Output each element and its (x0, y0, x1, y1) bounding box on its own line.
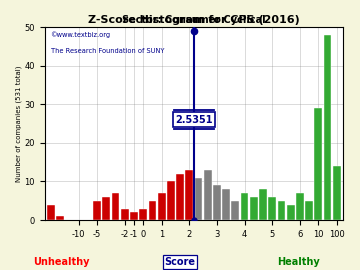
Bar (213, 185, 221, 220)
Bar (103, 197, 110, 220)
Text: ©www.textbiz.org: ©www.textbiz.org (51, 31, 111, 38)
Bar (194, 178, 202, 220)
Bar (268, 197, 276, 220)
Text: The Research Foundation of SUNY: The Research Foundation of SUNY (51, 48, 164, 54)
Bar (287, 205, 294, 220)
Bar (259, 189, 267, 220)
Y-axis label: Number of companies (531 total): Number of companies (531 total) (15, 65, 22, 182)
Bar (185, 170, 193, 220)
Bar (57, 216, 64, 220)
Bar (305, 201, 313, 220)
Title: Z-Score Histogram for CPS (2016): Z-Score Histogram for CPS (2016) (88, 15, 300, 25)
Bar (204, 170, 212, 220)
Bar (121, 208, 129, 220)
Bar (47, 205, 55, 220)
Bar (149, 201, 156, 220)
Bar (93, 201, 101, 220)
Bar (333, 166, 341, 220)
Bar (231, 201, 239, 220)
Bar (167, 181, 175, 220)
Text: Unhealthy: Unhealthy (33, 257, 89, 267)
Text: Score: Score (165, 257, 195, 267)
Bar (176, 174, 184, 220)
Bar (314, 108, 322, 220)
Bar (324, 35, 332, 220)
Bar (296, 193, 304, 220)
Bar (112, 193, 120, 220)
Bar (250, 197, 258, 220)
Bar (158, 193, 166, 220)
Bar (139, 208, 147, 220)
Bar (240, 193, 248, 220)
Bar (130, 212, 138, 220)
Text: Healthy: Healthy (278, 257, 320, 267)
Text: 2.5351: 2.5351 (175, 115, 213, 125)
Text: Sector: Consumer Cyclical: Sector: Consumer Cyclical (122, 15, 266, 25)
Bar (278, 201, 285, 220)
Bar (222, 189, 230, 220)
